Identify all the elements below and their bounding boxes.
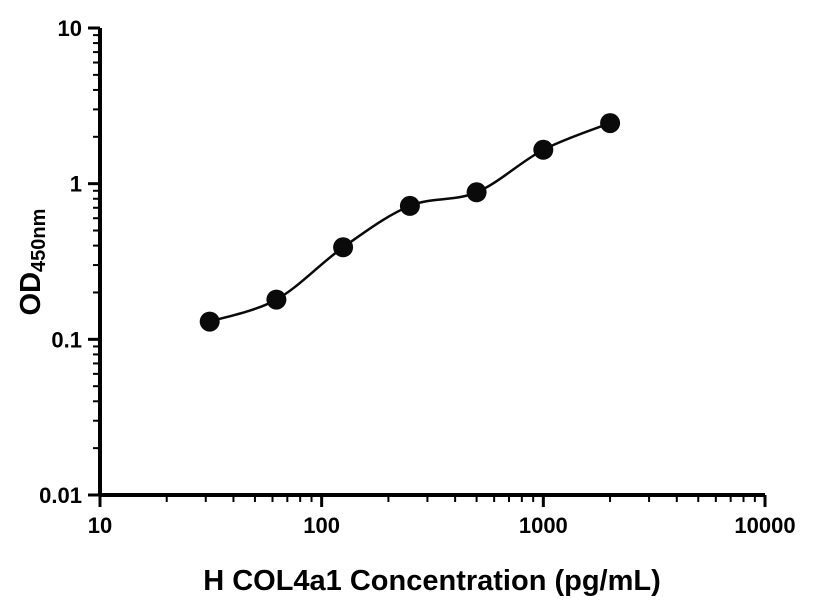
y-tick-label: 10 [58,16,82,41]
x-axis-label: H COL4a1 Concentration (pg/mL) [203,565,661,597]
data-point [399,195,420,216]
x-tick-label: 100 [303,513,340,538]
data-point [199,311,220,332]
y-tick-label: 0.01 [39,483,82,508]
data-point [466,182,487,203]
data-point [533,139,554,160]
x-tick-label: 10 [88,513,112,538]
y-axis-label: OD450nm [15,209,50,316]
y-axis-label-subscript: 450nm [28,209,50,272]
data-point [333,237,354,258]
plot-area: 10 100 1000 10000 0.01 0.1 1 10 [39,16,795,538]
x-tick-label: 1000 [519,513,568,538]
y-axis-label-main: OD [15,272,47,316]
y-tick-label: 0.1 [51,327,82,352]
data-point [600,113,621,134]
x-tick-label: 10000 [734,513,795,538]
y-tick-label: 1 [70,172,82,197]
data-point [266,289,287,310]
